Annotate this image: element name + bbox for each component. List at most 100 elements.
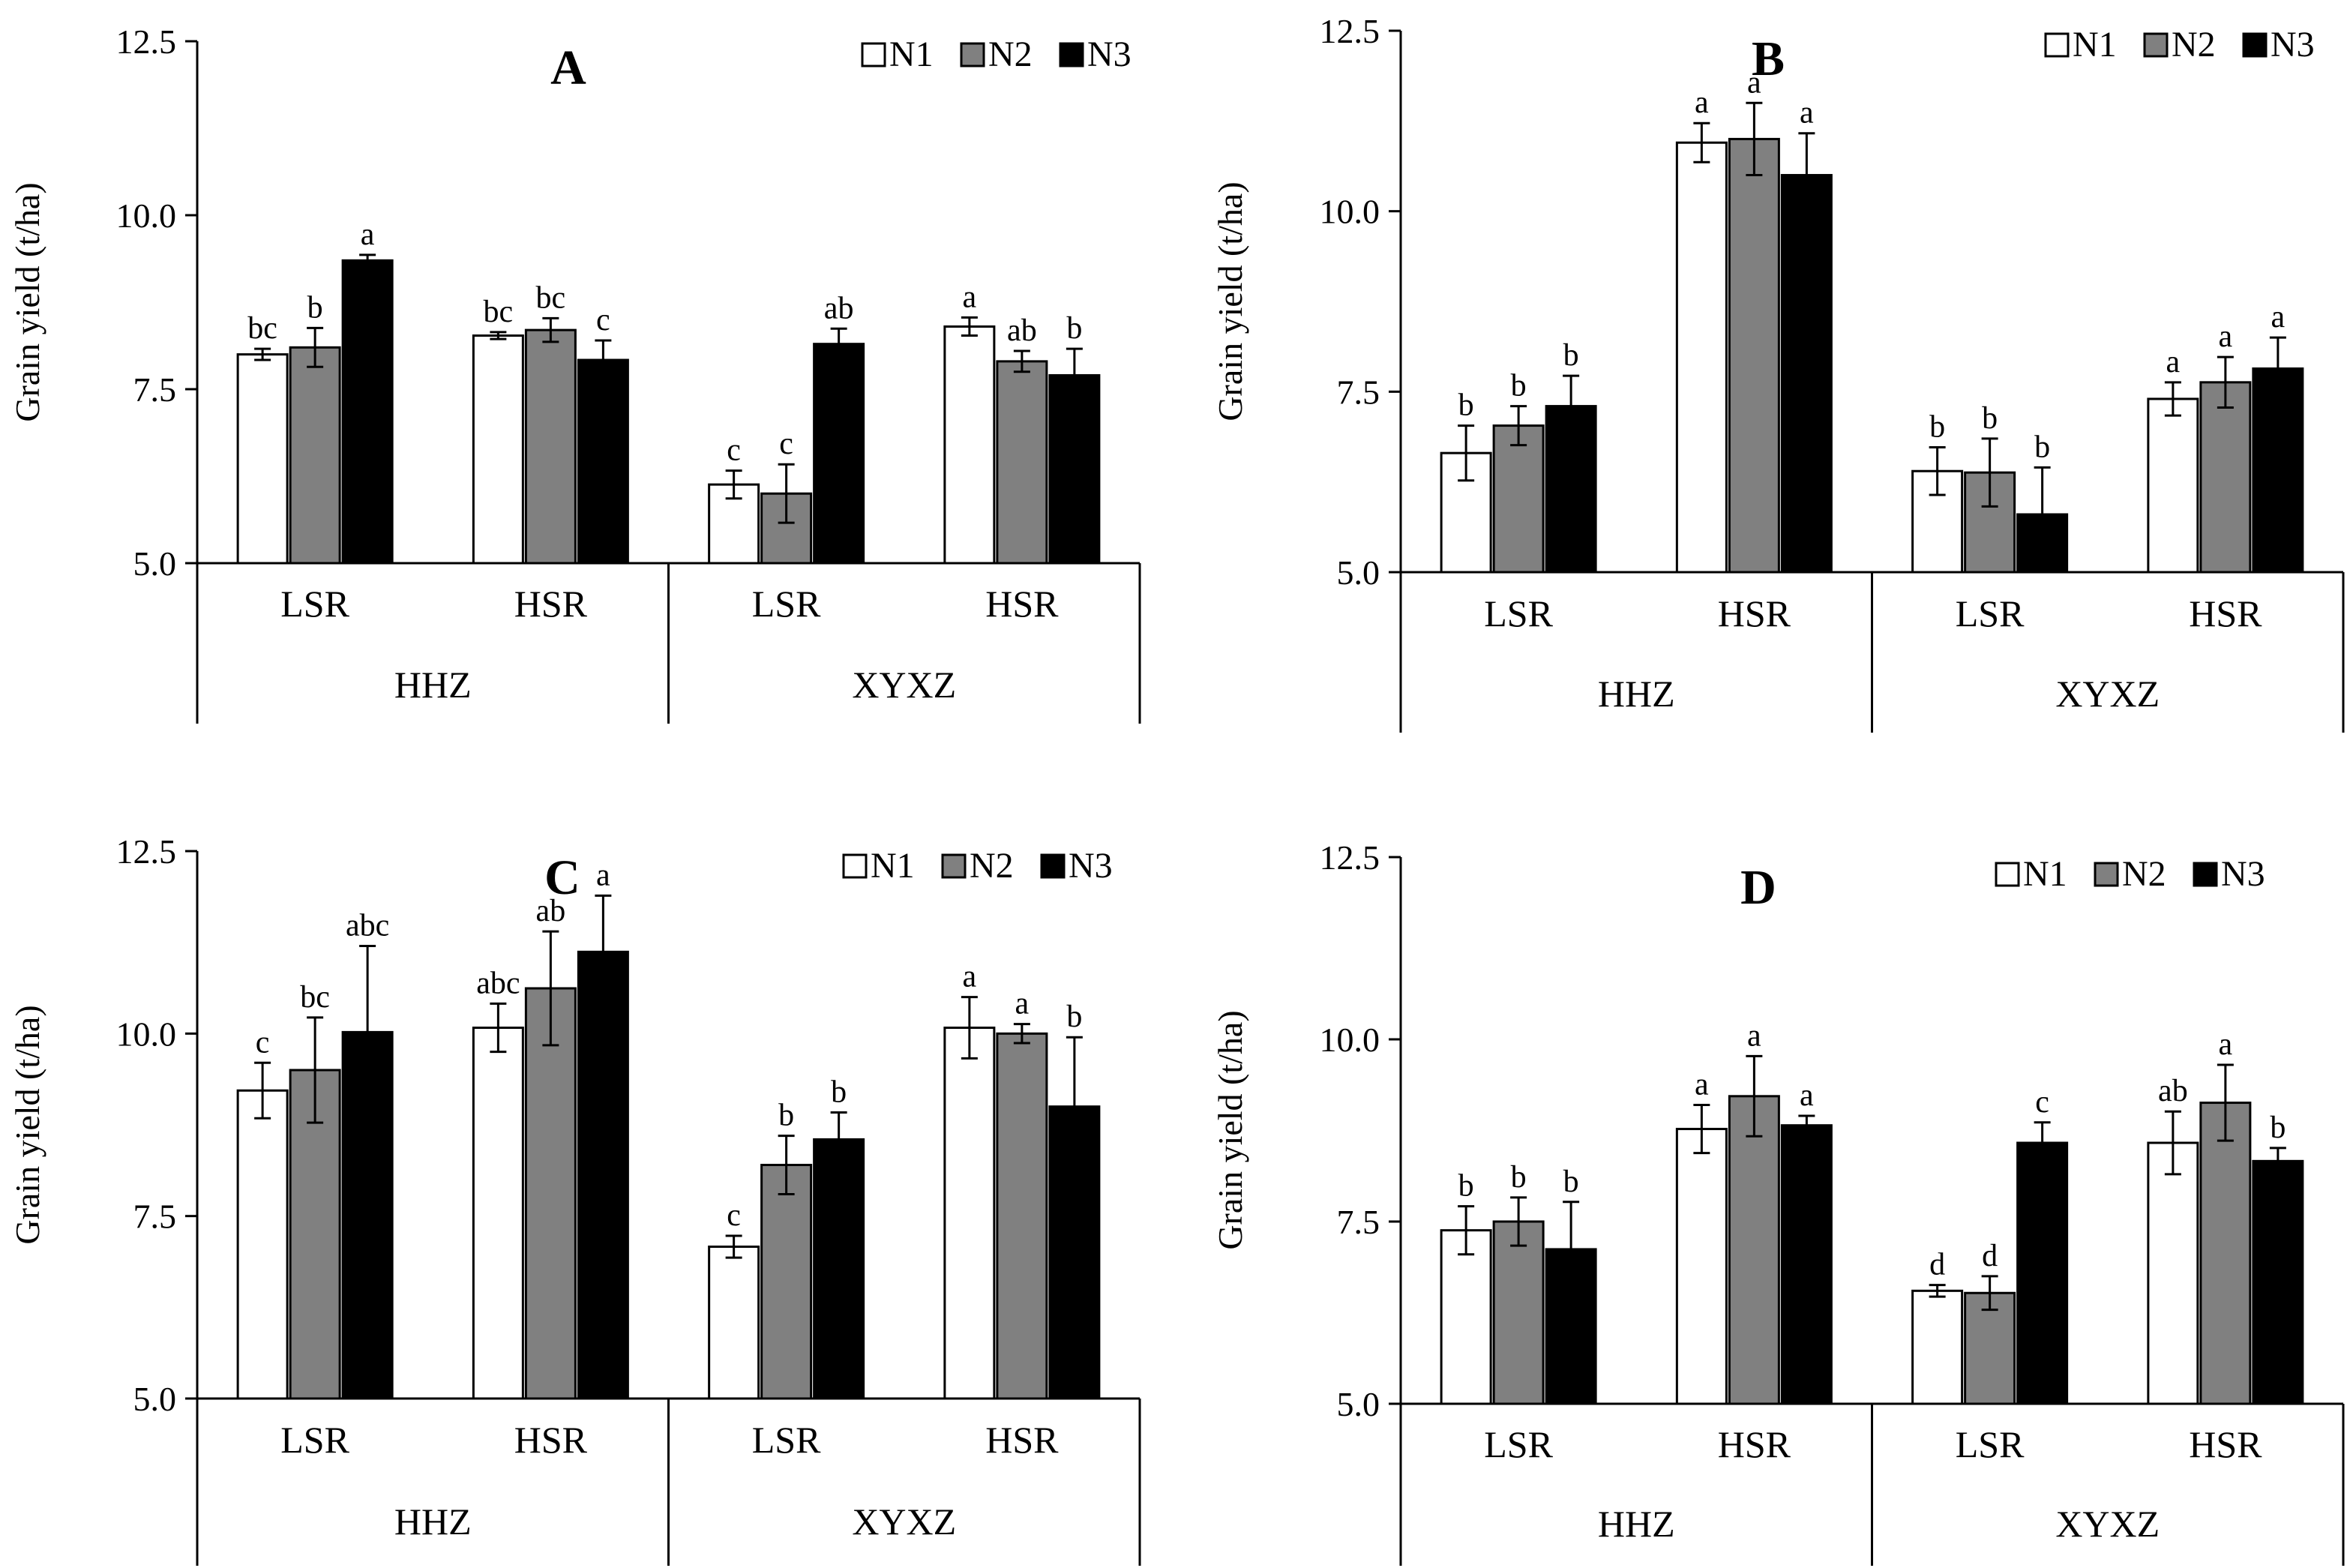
legend-swatch-n1 xyxy=(1995,862,2020,887)
y-tick-label: 7.5 xyxy=(1337,1203,1380,1241)
x-tick-label: LSR xyxy=(280,1419,349,1461)
group-label: HHZ xyxy=(1598,1503,1675,1545)
legend-label: N3 xyxy=(2221,854,2265,894)
significance-letter: bc xyxy=(484,295,514,329)
x-tick-label: LSR xyxy=(1956,1423,2025,1465)
panel-c: 5.0 7.5 10.0 12.5 Grain yield (t/ha) LSR HSR LS… xyxy=(8,832,1141,1566)
legend-swatch-n1 xyxy=(2044,32,2070,58)
bar-n1 xyxy=(1675,141,1728,574)
legend-label: N3 xyxy=(2271,25,2315,64)
legend-label: N2 xyxy=(970,846,1014,886)
bar-n3 xyxy=(1048,373,1101,565)
y-axis-label: Grain yield (t/ha) xyxy=(8,1005,46,1244)
bar-n3 xyxy=(2016,1141,2069,1405)
significance-letter: abc xyxy=(346,909,389,943)
significance-letter: b xyxy=(1511,369,1527,403)
legend-swatch-n2 xyxy=(2094,862,2119,887)
x-tick-label: LSR xyxy=(1484,1423,1553,1465)
bar-n2 xyxy=(2199,1102,2252,1405)
legend-label: N3 xyxy=(1069,846,1113,886)
legend-label: N1 xyxy=(871,846,915,886)
significance-letter: a xyxy=(2271,300,2286,334)
bar-n1 xyxy=(236,1089,289,1400)
significance-letter: a xyxy=(2219,319,2233,354)
legend-label: N2 xyxy=(2172,25,2216,64)
significance-letter: ab xyxy=(1007,313,1037,348)
x-tick-label: LSR xyxy=(1484,592,1553,634)
bar-n2 xyxy=(1492,1220,1545,1405)
significance-letter: a xyxy=(1015,987,1030,1021)
legend-swatch-n3 xyxy=(1059,42,1084,67)
bar-n2 xyxy=(2199,381,2252,574)
x-tick-label: HSR xyxy=(514,583,588,625)
panel-title: D xyxy=(1740,860,1776,915)
significance-letter: d xyxy=(1929,1248,1945,1282)
bar-n1 xyxy=(943,1027,996,1400)
legend-swatch-n3 xyxy=(1040,853,1066,879)
group-label: HHZ xyxy=(1598,673,1675,715)
legend-swatch-n3 xyxy=(2193,862,2218,887)
group-label: XYXZ xyxy=(2055,1503,2160,1545)
y-tick-label: 5.0 xyxy=(1337,1385,1380,1423)
bar-n3 xyxy=(1780,174,1833,574)
significance-letter: c xyxy=(2035,1085,2049,1120)
bar-n2 xyxy=(760,1164,813,1400)
y-tick-label: 12.5 xyxy=(1320,12,1380,50)
x-tick-label: HSR xyxy=(2189,1423,2262,1465)
legend-swatch-n2 xyxy=(960,42,985,67)
legend-swatch-n2 xyxy=(2143,32,2169,58)
x-tick-label: HSR xyxy=(985,583,1059,625)
significance-letter: a xyxy=(1747,1018,1761,1053)
panel-a: 5.0 7.5 10.0 12.5 Grain yield (t/ha) LSR HSR LS… xyxy=(8,22,1141,724)
significance-letter: c xyxy=(256,1025,270,1060)
bar-n1 xyxy=(236,353,289,565)
bar-n1 xyxy=(1675,1128,1728,1405)
x-tick-label: HSR xyxy=(2189,592,2262,634)
bar-n3 xyxy=(577,358,629,565)
panel-d: 5.0 7.5 10.0 12.5 Grain yield (t/ha) LSR HSR LS… xyxy=(1211,838,2345,1566)
significance-letter: bc xyxy=(300,980,330,1015)
significance-letter: b xyxy=(1982,401,1998,436)
panel-title: B xyxy=(1752,31,1785,86)
significance-letter: a xyxy=(1800,1078,1814,1113)
bar-n2 xyxy=(524,987,577,1400)
bar-n3 xyxy=(577,950,629,1400)
significance-letter: c xyxy=(596,303,610,337)
group-label: HHZ xyxy=(394,1501,472,1543)
legend-label: N1 xyxy=(2073,25,2117,64)
y-tick-label: 12.5 xyxy=(116,22,177,61)
bar-n1 xyxy=(943,325,996,565)
significance-letter: c xyxy=(727,433,741,468)
legend-label: N1 xyxy=(889,34,934,74)
x-tick-label: LSR xyxy=(1956,592,2025,634)
y-tick-label: 10.0 xyxy=(116,1015,177,1053)
bar-n1 xyxy=(472,1027,524,1400)
bar-n1 xyxy=(1440,1229,1492,1405)
significance-letter: b xyxy=(1066,311,1082,346)
y-tick-label: 10.0 xyxy=(116,196,177,235)
x-tick-label: HSR xyxy=(985,1419,1059,1461)
significance-letter: d xyxy=(1982,1239,1998,1273)
significance-letter: b xyxy=(1066,1000,1082,1034)
y-axis-label: Grain yield (t/ha) xyxy=(8,182,46,421)
legend-label: N1 xyxy=(2023,854,2067,894)
bar-n3 xyxy=(341,259,394,565)
bar-n2 xyxy=(996,1032,1048,1400)
panel-b: 5.0 7.5 10.0 12.5 Grain yield (t/ha) LSR HSR LS… xyxy=(1211,12,2345,733)
significance-letter: b xyxy=(1458,1169,1474,1204)
bar-n2 xyxy=(1964,1291,2016,1405)
panel-title: A xyxy=(550,40,586,95)
bar-n3 xyxy=(1780,1124,1833,1405)
bar-n1 xyxy=(2147,1141,2199,1405)
bar-n3 xyxy=(813,1138,865,1400)
y-tick-label: 7.5 xyxy=(133,370,177,409)
bar-n2 xyxy=(289,346,341,565)
significance-letter: a xyxy=(963,280,977,314)
significance-letter: a xyxy=(361,217,375,252)
panel-title: C xyxy=(544,850,580,905)
significance-letter: a xyxy=(596,858,610,892)
significance-letter: b xyxy=(2270,1111,2286,1145)
significance-letter: ab xyxy=(2158,1074,2188,1108)
significance-letter: b xyxy=(1563,338,1579,373)
x-tick-label: HSR xyxy=(514,1419,588,1461)
